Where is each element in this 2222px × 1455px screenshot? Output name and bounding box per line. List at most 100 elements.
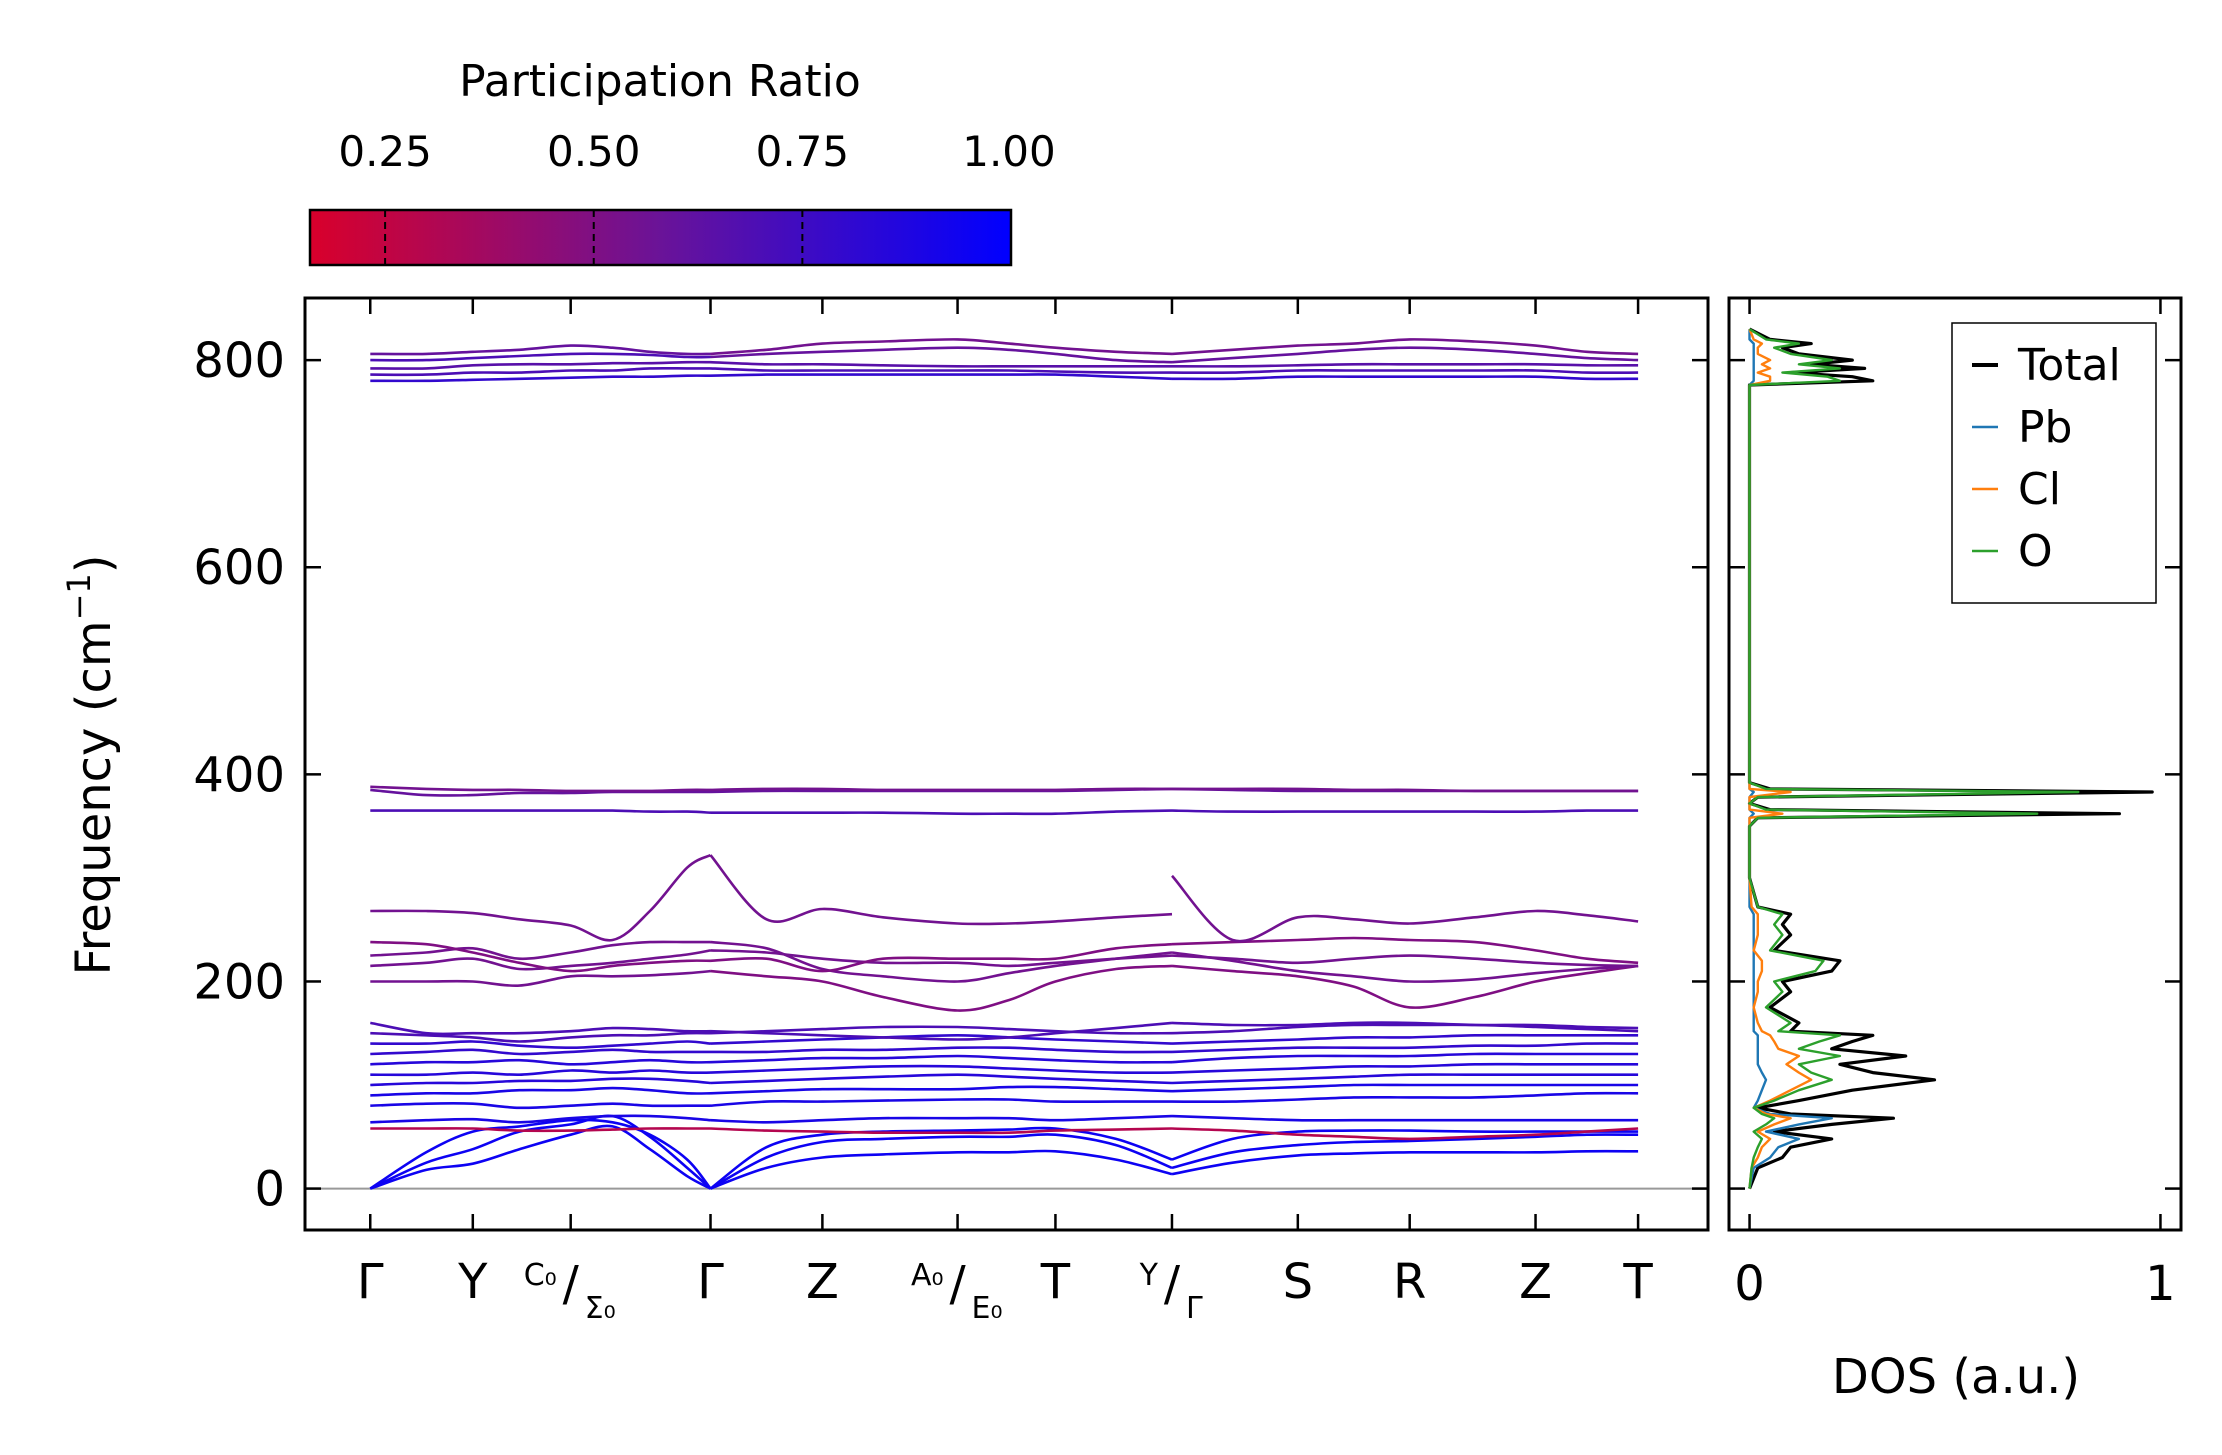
phonon-band: [710, 1085, 1173, 1095]
phonon-band: [1171, 362, 1639, 368]
phonon-band: [1171, 951, 1639, 983]
colorbar-tick-label: 0.75: [756, 127, 850, 176]
phonon-band: [370, 366, 711, 377]
phonon-band: [370, 969, 711, 988]
phonon-band: [710, 1034, 1173, 1045]
phonon-band: [370, 1101, 711, 1110]
x-tick-label: S: [1283, 1254, 1313, 1310]
x-tick-label: Z: [806, 1254, 839, 1310]
colorbar-tick-labels: 0.25 0.50 0.75 1.00: [338, 127, 1055, 176]
phonon-band: [370, 809, 711, 814]
phonon-band: [1171, 1127, 1639, 1141]
phonon-band: [1171, 1023, 1639, 1035]
colorbar-title: Participation Ratio: [459, 56, 861, 107]
phonon-band: [1171, 1033, 1639, 1045]
phonon-band: [710, 346, 1173, 364]
phonon-band: [710, 1127, 1173, 1135]
legend-label: O: [2018, 526, 2053, 577]
phonon-band: [370, 1114, 711, 1124]
phonon-band: [710, 373, 1173, 381]
phonon-band: [1171, 964, 1639, 1009]
phonon-band: [370, 344, 711, 356]
phonon-band: [1171, 1052, 1639, 1064]
legend-label: Cl: [2018, 464, 2061, 515]
phonon-band: [369, 1124, 712, 1190]
x-tick-label-slash: /: [1164, 1256, 1181, 1312]
x-tick-label: Z: [1519, 1254, 1552, 1310]
y-axis-label-close: ): [66, 554, 122, 573]
phonon-band: [710, 1021, 1173, 1041]
phonon-band: [370, 1058, 711, 1066]
phonon-band: [710, 1064, 1173, 1075]
legend: Total Pb Cl O: [1951, 322, 2157, 604]
colorbar-ticks: [384, 210, 804, 265]
band-plot-frame: [303, 296, 1710, 1232]
phonon-band: [1171, 954, 1639, 968]
phonon-band: [370, 1040, 711, 1049]
x-tick-label-sub: E₀: [972, 1291, 1003, 1326]
phonon-band: [1171, 874, 1639, 943]
phonon-band: [369, 1118, 712, 1190]
phonon-band: [710, 964, 1173, 1012]
bands-layer: [305, 338, 1708, 1190]
phonon-band: [370, 360, 711, 370]
phonon-band: [370, 374, 711, 383]
dos-layer: [1747, 327, 2154, 1190]
x-tick-label: T: [1622, 1254, 1653, 1310]
colorbar-tick-label: 0.50: [547, 127, 641, 176]
phonon-band: [710, 367, 1173, 374]
dos-x-tick-label: 0: [1734, 1256, 1765, 1312]
phonon-band: [370, 853, 712, 942]
phonon-band: [1171, 1062, 1639, 1074]
phonon-band: [1171, 1133, 1639, 1170]
x-tick-label-top: Y: [1139, 1258, 1159, 1293]
phonon-band: [370, 949, 711, 971]
phonon-band: [370, 1127, 711, 1133]
x-tick-label: Γ: [357, 1254, 384, 1310]
x-tick-label: T: [1040, 1254, 1071, 1310]
phonon-band: [710, 338, 1173, 356]
phonon-band: [1172, 787, 1639, 793]
x-tick-label-sub: Σ₀: [585, 1291, 616, 1326]
phonon-band: [1171, 1083, 1639, 1093]
phonon-band: [710, 1025, 1173, 1035]
phonon-band: [370, 940, 711, 973]
phonon-band: [710, 809, 1173, 816]
x-tick-label-slash: /: [563, 1256, 580, 1312]
phonon-band: [1171, 1021, 1639, 1030]
phonon-band: [370, 1021, 711, 1036]
phonon-band: [1171, 1042, 1639, 1054]
dos-series-total: [1747, 327, 2154, 1190]
phonon-band: [710, 1054, 1173, 1064]
legend-label: Pb: [2018, 402, 2072, 453]
phonon-band: [370, 940, 711, 961]
phonon-band: [1171, 369, 1639, 375]
x-tick-label-top: A₀: [911, 1258, 944, 1293]
y-tick-label: 600: [193, 540, 285, 596]
phonon-band: [1171, 338, 1639, 356]
legend-box: [1951, 322, 2157, 604]
colorbar-gradient: [308, 208, 1013, 267]
phonon-band: [1171, 1149, 1639, 1176]
phonon-band: [1171, 1073, 1639, 1085]
phonon-band: [1171, 1091, 1639, 1104]
phonon-band: [710, 1046, 1173, 1054]
phonon-band: [710, 1114, 1173, 1124]
y-tick-label: 200: [193, 954, 285, 1010]
phonon-band: [710, 940, 1173, 983]
phonon-band: [710, 1073, 1173, 1085]
phonon-band: [370, 785, 711, 793]
dos-series-o: [1748, 328, 2080, 1189]
legend-label: Total: [2017, 340, 2121, 391]
phonon-band: [709, 854, 1173, 926]
phonon-band: [1171, 809, 1639, 813]
dos-x-axis-label: DOS (a.u.): [1832, 1349, 2080, 1405]
phonon-band: [1171, 346, 1639, 364]
phonon-band: [1171, 375, 1639, 381]
x-tick-label-top: C₀: [524, 1258, 557, 1293]
phonon-band: [1171, 1114, 1639, 1122]
x-tick-label: Γ: [697, 1254, 724, 1310]
dos-plot-frame: [1727, 296, 2183, 1232]
